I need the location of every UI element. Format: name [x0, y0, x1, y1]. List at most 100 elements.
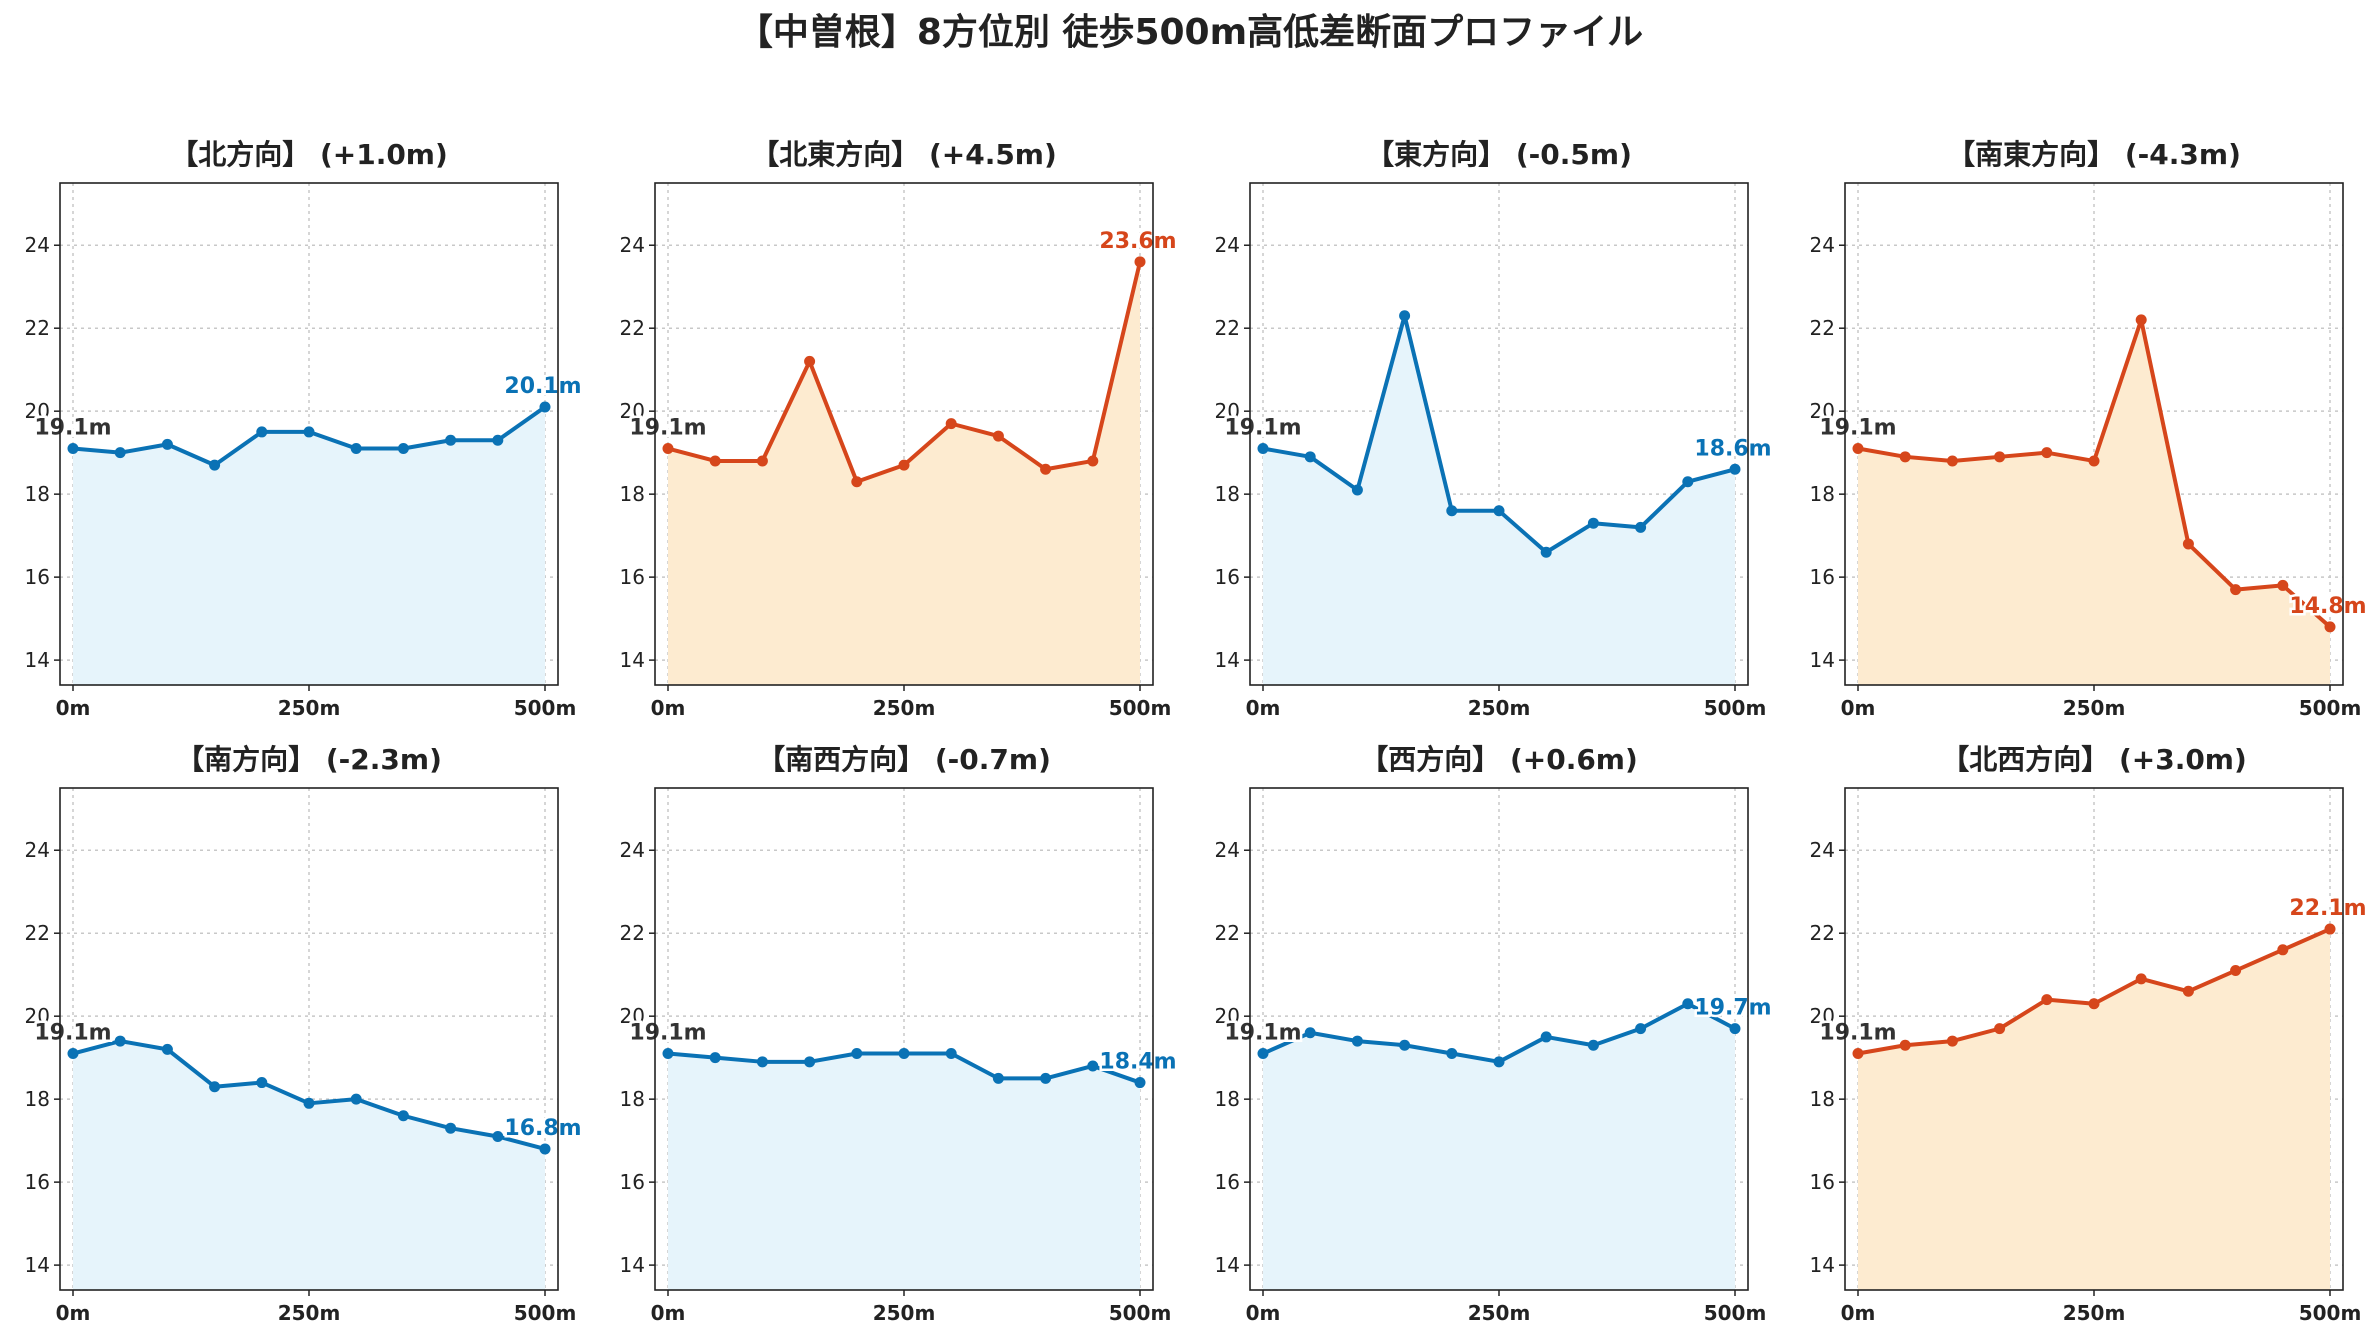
panel-title: 【南東方向】 (-4.3m)	[1947, 138, 2241, 171]
data-point	[2041, 994, 2053, 1006]
data-point	[756, 455, 768, 467]
data-point	[445, 434, 457, 446]
y-tick-label: 20	[25, 1004, 50, 1028]
data-point	[945, 418, 957, 430]
data-point	[67, 443, 79, 455]
y-tick-label: 22	[25, 316, 50, 340]
data-point	[1946, 455, 1958, 467]
y-tick-label: 20	[1810, 399, 1835, 423]
plot-frame	[1844, 182, 2344, 686]
elevation-area	[1263, 1003, 1735, 1290]
panel-1: 【北東方向】 (+4.5m) 14 16 18 20 22 24 0m 250m 500m 19.1…	[620, 138, 1180, 720]
y-tick-label: 18	[620, 1087, 645, 1111]
plot-frame	[654, 182, 1154, 686]
y-tick-label: 24	[620, 233, 645, 257]
y-tick-label: 14	[25, 648, 50, 672]
y-tick-label: 16	[1810, 1170, 1835, 1194]
panel-5: 【南西方向】 (-0.7m) 14 16 18 20 22 24 0m 250m 500m 19.1…	[620, 743, 1180, 1325]
data-point	[2041, 447, 2053, 459]
plot-frame	[59, 182, 559, 686]
data-point	[397, 1110, 409, 1122]
data-point	[1493, 1056, 1505, 1068]
data-point	[1351, 1035, 1363, 1047]
data-point	[303, 426, 315, 438]
data-point	[1304, 1027, 1316, 1039]
panel-6: 【西方向】 (+0.6m) 14 16 18 20 22 24 0m 250m 500m 19.1m…	[1215, 743, 1775, 1325]
y-tick-label: 18	[1215, 1087, 1240, 1111]
start-elevation-label: 19.1m	[629, 416, 706, 441]
data-point	[898, 459, 910, 471]
data-point	[992, 430, 1004, 442]
panel-title: 【北西方向】 (+3.0m)	[1941, 743, 2247, 776]
y-tick-label: 20	[1810, 1004, 1835, 1028]
elevation-area	[1858, 319, 2330, 685]
y-tick-label: 14	[1810, 1253, 1835, 1277]
y-tick-label: 16	[620, 565, 645, 589]
data-point	[350, 1093, 362, 1105]
start-elevation-label: 19.1m	[1819, 1021, 1896, 1046]
start-elevation-label: 19.1m	[34, 416, 111, 441]
data-point	[851, 1048, 863, 1060]
data-point	[1946, 1035, 1958, 1047]
y-tick-label: 18	[25, 1087, 50, 1111]
y-tick-label: 20	[1215, 1004, 1240, 1028]
data-point	[898, 1048, 910, 1060]
y-tick-label: 20	[25, 399, 50, 423]
data-point	[303, 1097, 315, 1109]
end-elevation-label: 18.4m	[1099, 1050, 1176, 1075]
start-elevation-label: 19.1m	[629, 1021, 706, 1046]
data-point	[1040, 1072, 1052, 1084]
x-tick-label: 500m	[1704, 1301, 1767, 1325]
data-point	[1257, 443, 1269, 455]
panel-0: 【北方向】 (+1.0m) 14 16 18 20 22 24 0m 250m 500m 19.1m…	[25, 138, 585, 720]
data-point	[2088, 455, 2100, 467]
y-tick-label: 20	[1215, 399, 1240, 423]
y-tick-label: 24	[25, 233, 50, 257]
data-point	[1635, 1023, 1647, 1035]
figure-title: 【中曽根】8方位別 徒歩500m高低差断面プロファイル	[737, 12, 1643, 53]
data-point	[2230, 965, 2242, 977]
y-tick-label: 22	[25, 921, 50, 945]
plot-frame	[1249, 182, 1749, 686]
x-tick-label: 500m	[1704, 696, 1767, 720]
data-point	[662, 1048, 674, 1060]
data-point	[492, 1130, 504, 1142]
panel-title: 【西方向】 (+0.6m)	[1360, 743, 1638, 776]
y-tick-label: 18	[1810, 1087, 1835, 1111]
data-point	[1540, 1031, 1552, 1043]
data-point	[1304, 451, 1316, 463]
x-tick-label: 250m	[1468, 1301, 1531, 1325]
data-point	[1587, 1039, 1599, 1051]
data-point	[2277, 944, 2289, 956]
data-point	[114, 447, 126, 459]
data-point	[1493, 505, 1505, 517]
panel-3: 【南東方向】 (-4.3m) 14 16 18 20 22 24 0m 250m 500m 19.1…	[1810, 138, 2370, 720]
elevation-area	[73, 407, 545, 685]
end-elevation-label: 20.1m	[504, 374, 581, 399]
y-tick-label: 18	[1215, 482, 1240, 506]
data-point	[1257, 1048, 1269, 1060]
data-point	[350, 443, 362, 455]
end-elevation-label: 23.6m	[1099, 229, 1176, 254]
panel-2: 【東方向】 (-0.5m) 14 16 18 20 22 24 0m 250m 500m 19.1m…	[1215, 138, 1775, 720]
elevation-area	[668, 1053, 1140, 1290]
x-tick-label: 500m	[514, 1301, 577, 1325]
x-tick-label: 250m	[1468, 696, 1531, 720]
data-point	[114, 1035, 126, 1047]
end-elevation-label: 16.8m	[504, 1116, 581, 1141]
x-tick-label: 500m	[1109, 696, 1172, 720]
data-point	[662, 443, 674, 455]
y-tick-label: 14	[620, 1253, 645, 1277]
panels-grid: 【北方向】 (+1.0m) 14 16 18 20 22 24 0m 250m 500m 19.1m…	[25, 138, 2370, 1325]
data-point	[1729, 1023, 1741, 1035]
y-tick-label: 22	[620, 316, 645, 340]
data-point	[67, 1048, 79, 1060]
y-tick-label: 22	[1215, 316, 1240, 340]
data-point	[1852, 1048, 1864, 1060]
y-tick-label: 18	[620, 482, 645, 506]
panel-7: 【北西方向】 (+3.0m) 14 16 18 20 22 24 0m 250m 500m 19.1…	[1810, 743, 2370, 1325]
data-point	[539, 401, 551, 413]
x-tick-label: 0m	[56, 696, 91, 720]
x-tick-label: 500m	[514, 696, 577, 720]
data-point	[256, 426, 268, 438]
